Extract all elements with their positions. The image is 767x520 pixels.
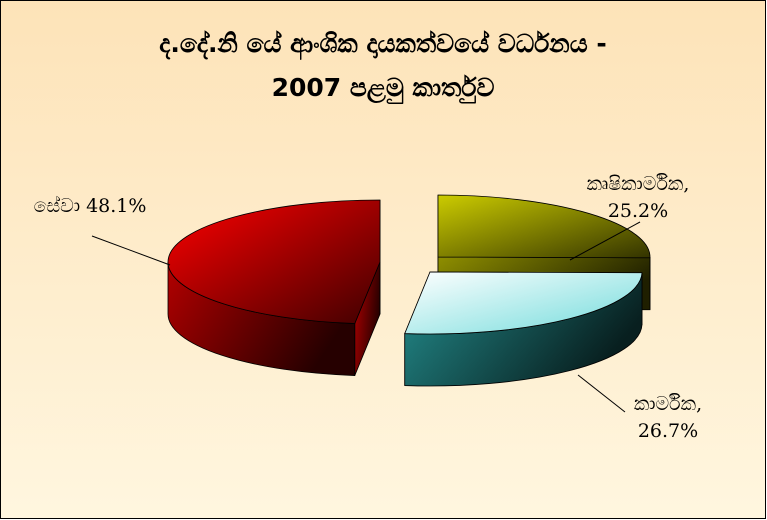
data-label: කාර්මික, 26.7% (634, 393, 702, 442)
data-label-value: 25.2% (608, 200, 668, 222)
data-label-value: 26.7% (638, 420, 698, 442)
data-label-category: සේවා (34, 195, 81, 217)
leader-line (569, 221, 641, 261)
pie (167, 194, 651, 387)
labels: කෘෂිකාර්මික, 25.2% කාර්මික, 26.7% සේවා 48.1% (34, 173, 703, 442)
data-label: සේවා 48.1% (34, 195, 147, 217)
slice (167, 199, 381, 324)
slice (404, 271, 643, 335)
data-label-category: කෘෂිකාර්මික, (587, 173, 690, 195)
leader-line (577, 374, 626, 413)
data-label-category: කාර්මික, (634, 393, 702, 415)
chart-subtitle: 2007 පළමු කාර්තුව (272, 73, 495, 105)
leader-line (91, 235, 171, 266)
slice (437, 194, 651, 259)
chart-title: ද.දේ.නි යේ ආංශික දායකත්වයේ වර්ධනය - (159, 29, 607, 60)
data-label: කෘෂිකාර්මික, 25.2% (587, 173, 690, 222)
data-label-value: 48.1% (86, 195, 146, 217)
